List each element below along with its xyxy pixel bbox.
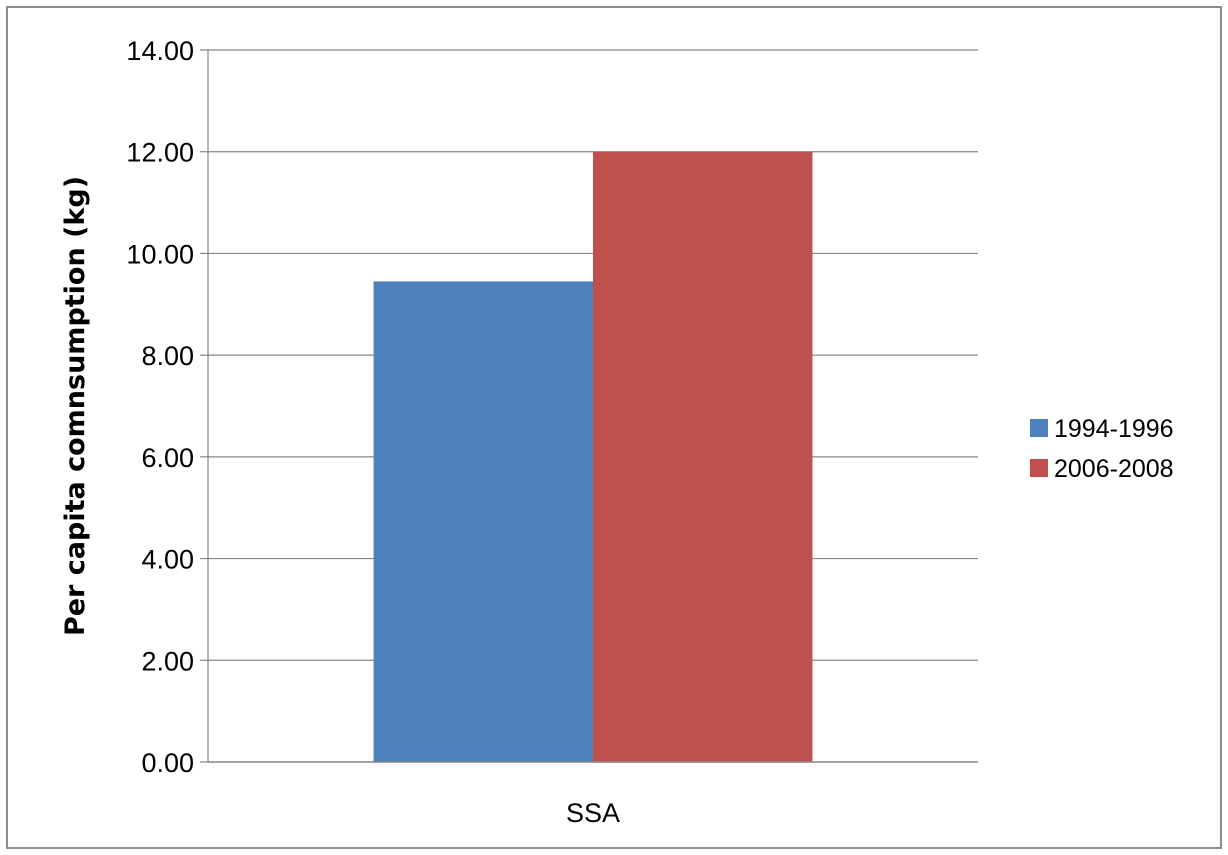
y-tick-label: 14.00: [126, 36, 194, 66]
x-tick-labels: SSA: [566, 798, 620, 828]
y-tick-label: 10.00: [126, 239, 194, 269]
y-tick-label: 4.00: [141, 545, 194, 575]
bar-2006-2008: [593, 151, 813, 762]
y-tick-label: 6.00: [141, 443, 194, 473]
legend-swatch: [1030, 419, 1048, 437]
legend-swatch: [1030, 459, 1048, 477]
y-tick-label: 8.00: [141, 341, 194, 371]
x-tick-label: SSA: [566, 798, 620, 828]
bars: [373, 151, 813, 762]
legend: 1994-1996 2006-2008: [1030, 415, 1174, 483]
bar-1994-1996: [373, 281, 593, 762]
y-tick-label: 0.00: [141, 748, 194, 778]
legend-label: 1994-1996: [1054, 415, 1174, 443]
y-tick-label: 2.00: [141, 646, 194, 676]
y-tick-label: 12.00: [126, 138, 194, 168]
y-axis-title: Per capita comnsumption (kg): [60, 176, 91, 636]
y-tick-labels: 0.00 2.00 4.00 6.00 8.00 10.00 12.00 14.00: [126, 36, 194, 778]
legend-label: 2006-2008: [1054, 455, 1174, 483]
